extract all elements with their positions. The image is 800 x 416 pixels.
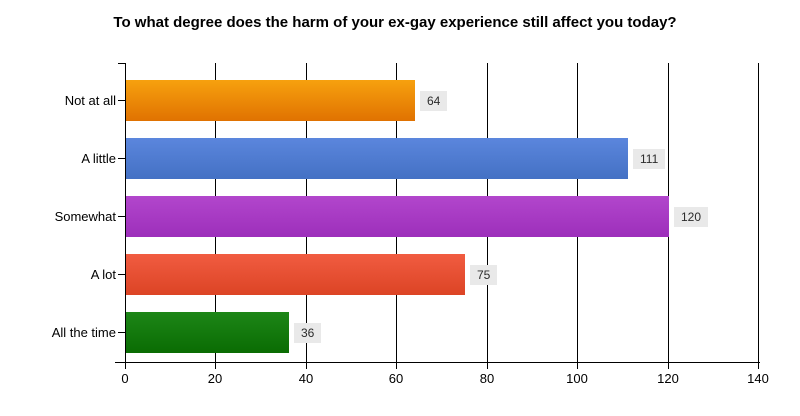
x-axis-tick-100	[577, 363, 578, 369]
category-label-somewhat: Somewhat	[54, 208, 116, 224]
x-axis-label-140: 140	[747, 371, 769, 386]
category-label-all-the-time: All the time	[51, 324, 116, 340]
x-axis-tick-140	[758, 363, 759, 369]
value-label-a-lot: 75	[470, 264, 498, 285]
category-tick-a-little	[118, 158, 125, 159]
bar-not-at-all	[126, 80, 415, 121]
value-label-all-the-time: 36	[294, 322, 322, 343]
category-label-a-little: A little	[81, 150, 116, 166]
value-label-a-little: 111	[633, 148, 666, 169]
value-label-not-at-all: 64	[420, 90, 448, 111]
x-axis-label-60: 60	[388, 371, 404, 386]
bar-all-the-time	[126, 312, 289, 353]
x-axis-line	[115, 362, 760, 363]
category-tick-all-the-time	[118, 332, 125, 333]
x-axis-tick-120	[668, 363, 669, 369]
y-axis-line	[125, 63, 126, 362]
category-tick-a-lot	[118, 274, 125, 275]
bar-a-lot	[126, 254, 465, 295]
category-label-not-at-all: Not at all	[64, 92, 116, 108]
x-axis-label-120: 120	[657, 371, 679, 386]
chart-title: To what degree does the harm of your ex-…	[113, 14, 677, 31]
x-axis-label-20: 20	[207, 371, 223, 386]
bar-a-little	[126, 138, 628, 179]
category-tick-somewhat	[118, 216, 125, 217]
gridline-x-140	[758, 63, 759, 362]
x-axis-label-100: 100	[566, 371, 588, 386]
x-axis-label-40: 40	[298, 371, 314, 386]
x-axis-label-80: 80	[479, 371, 495, 386]
value-label-somewhat: 120	[674, 206, 709, 227]
x-axis-tick-80	[487, 363, 488, 369]
x-axis-tick-40	[306, 363, 307, 369]
x-axis-tick-20	[215, 363, 216, 369]
x-axis-tick-0	[125, 363, 126, 369]
y-axis-top-tick	[118, 63, 125, 64]
x-axis-tick-60	[396, 363, 397, 369]
x-axis-label-0: 0	[121, 371, 129, 386]
bar-somewhat	[126, 196, 669, 237]
category-label-a-lot: A lot	[90, 266, 116, 282]
category-tick-not-at-all	[118, 100, 125, 101]
